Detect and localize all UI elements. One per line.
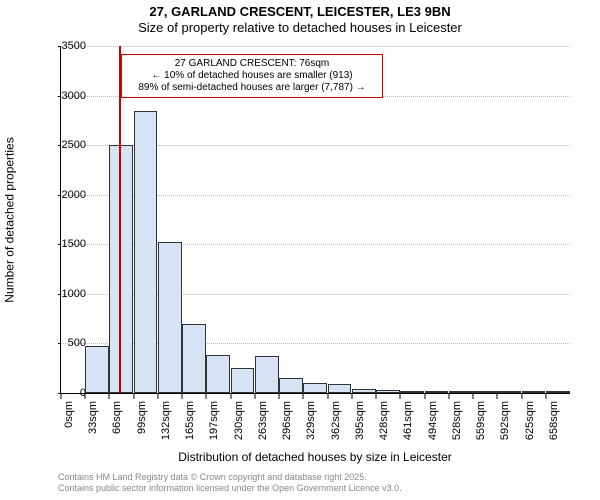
histogram-bar [85, 346, 109, 393]
histogram-bar [158, 242, 182, 393]
x-tick [545, 393, 552, 399]
title-line2: Size of property relative to detached ho… [0, 20, 600, 36]
y-tick-label: 3500 [46, 40, 86, 52]
footer-line1: Contains HM Land Registry data © Crown c… [58, 472, 402, 483]
histogram-bar [522, 391, 546, 393]
x-tick-label: 592sqm [499, 401, 511, 440]
histogram-bar [109, 145, 133, 393]
x-tick [109, 393, 116, 399]
x-tick [279, 393, 286, 399]
x-tick-label: 230sqm [233, 401, 245, 440]
x-tick-label: 296sqm [281, 401, 293, 440]
histogram-bar [231, 368, 255, 393]
x-tick [473, 393, 480, 399]
x-tick-label: 559sqm [475, 401, 487, 440]
histogram-bar [376, 390, 400, 393]
x-tick-label: 66sqm [111, 401, 123, 434]
chart-container: 27, GARLAND CRESCENT, LEICESTER, LE3 9BN… [0, 0, 600, 500]
x-tick-label: 99sqm [136, 401, 148, 434]
x-tick-label: 329sqm [305, 401, 317, 440]
x-tick [303, 393, 310, 399]
x-tick-label: 658sqm [548, 401, 560, 440]
x-tick [230, 393, 237, 399]
title-line1: 27, GARLAND CRESCENT, LEICESTER, LE3 9BN [0, 4, 600, 20]
footer-line2: Contains public sector information licen… [58, 483, 402, 494]
histogram-bar [473, 391, 497, 393]
x-tick-label: 0sqm [63, 401, 75, 428]
x-tick [424, 393, 431, 399]
x-tick [182, 393, 189, 399]
x-tick [497, 393, 504, 399]
x-tick [376, 393, 383, 399]
x-tick-label: 33sqm [87, 401, 99, 434]
x-tick-label: 461sqm [402, 401, 414, 440]
x-tick [254, 393, 261, 399]
x-axis-label: Distribution of detached houses by size … [60, 450, 570, 464]
histogram-bar [279, 378, 303, 393]
histogram-bar [425, 391, 449, 393]
y-axis-label: Number of detached properties [3, 137, 17, 302]
histogram-bar [449, 391, 473, 393]
histogram-bar [182, 324, 206, 393]
x-tick-label: 362sqm [330, 401, 342, 440]
histogram-bar [352, 389, 376, 393]
annotation-line1: 27 GARLAND CRESCENT: 76sqm [128, 58, 376, 70]
y-tick-label: 1000 [46, 288, 86, 300]
y-axis-label-wrap: Number of detached properties [2, 46, 18, 394]
y-tick-label: 2500 [46, 139, 86, 151]
x-tick [351, 393, 358, 399]
marker-line [119, 46, 121, 393]
x-tick-label: 263sqm [257, 401, 269, 440]
histogram-bar [134, 111, 158, 393]
x-tick-label: 528sqm [451, 401, 463, 440]
x-tick [327, 393, 334, 399]
x-tick-label: 428sqm [378, 401, 390, 440]
histogram-bar [546, 391, 570, 393]
x-tick [206, 393, 213, 399]
x-tick [157, 393, 164, 399]
x-tick-label: 625sqm [524, 401, 536, 440]
y-tick-label: 0 [46, 387, 86, 399]
histogram-bar [206, 355, 230, 393]
plot-area: 0sqm33sqm66sqm99sqm132sqm165sqm197sqm230… [60, 46, 570, 394]
annotation-line3: 89% of semi-detached houses are larger (… [128, 82, 376, 94]
x-tick [400, 393, 407, 399]
x-tick-label: 132sqm [160, 401, 172, 440]
histogram-bar [303, 383, 327, 393]
gridline [61, 46, 570, 47]
y-tick-label: 3000 [46, 90, 86, 102]
x-tick [521, 393, 528, 399]
title-block: 27, GARLAND CRESCENT, LEICESTER, LE3 9BN… [0, 0, 600, 37]
y-tick-label: 1500 [46, 238, 86, 250]
x-tick-label: 165sqm [184, 401, 196, 440]
y-tick-label: 500 [46, 337, 86, 349]
annotation-box: 27 GARLAND CRESCENT: 76sqm← 10% of detac… [121, 54, 383, 98]
x-tick [448, 393, 455, 399]
x-tick [133, 393, 140, 399]
histogram-bar [255, 356, 279, 393]
histogram-bar [328, 384, 352, 393]
annotation-line2: ← 10% of detached houses are smaller (91… [128, 70, 376, 82]
footer: Contains HM Land Registry data © Crown c… [58, 472, 402, 494]
histogram-bar [497, 391, 521, 393]
y-tick-label: 2000 [46, 189, 86, 201]
x-tick-label: 395sqm [354, 401, 366, 440]
x-tick-label: 494sqm [427, 401, 439, 440]
x-tick-label: 197sqm [208, 401, 220, 440]
histogram-bar [400, 391, 424, 393]
